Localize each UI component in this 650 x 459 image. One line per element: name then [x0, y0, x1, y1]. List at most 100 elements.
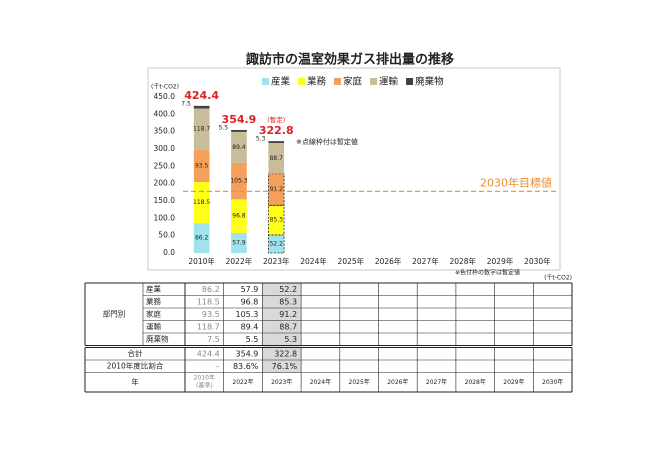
bar-segment — [268, 141, 285, 143]
y-tick-label: 50.0 — [158, 231, 175, 240]
data-label: 57.9 — [232, 239, 246, 246]
bar-segment — [231, 199, 247, 233]
bar-segment — [268, 142, 285, 174]
row-label: 業務 — [146, 296, 161, 306]
bar-segment — [231, 131, 247, 163]
bar-segment — [231, 162, 247, 200]
y-tick-label: 400.0 — [154, 109, 176, 118]
cell-value: 118.5 — [197, 297, 220, 306]
cell-value: 57.9 — [241, 285, 259, 294]
provisional-label: (暫定) — [267, 115, 285, 124]
legend-label: 廃棄物 — [415, 76, 444, 88]
total-label: 354.9 — [222, 113, 257, 126]
cell-value: 5.3 — [284, 335, 297, 344]
provisional-cell — [262, 283, 302, 373]
cell-value: – — [216, 362, 220, 371]
x-tick-label: 2026年 — [375, 256, 402, 266]
cell-value: 424.4 — [197, 349, 220, 358]
base-note: (基準) — [196, 382, 213, 390]
total-label: 424.4 — [184, 89, 219, 102]
row-label: 2010年度比割合 — [107, 360, 164, 370]
year-cell: 2023年 — [271, 378, 292, 386]
data-label: 5.5 — [219, 124, 229, 131]
table-note: ※色付枠の数字は暫定値 — [455, 269, 520, 277]
row-label: 産業 — [146, 283, 161, 293]
unit-label: (千t-CO2) — [151, 83, 179, 91]
x-tick-label: 2027年 — [412, 256, 439, 266]
row-label: 廃棄物 — [146, 333, 169, 343]
y-tick-label: 200.0 — [154, 179, 176, 188]
cell-value: 96.8 — [241, 297, 259, 306]
data-label: 7.5 — [181, 100, 191, 107]
data-label: 105.3 — [230, 178, 247, 185]
cell-value: 322.8 — [274, 349, 297, 358]
year-cell: 2027年 — [426, 378, 447, 386]
cell-value: 91.2 — [279, 310, 297, 319]
bar-segment — [193, 105, 210, 109]
cell-value: 85.3 — [279, 297, 297, 306]
chart-title: 諏訪市の温室効果ガス排出量の推移 — [246, 52, 454, 68]
x-tick-label: 2022年 — [226, 256, 253, 266]
data-label: 93.5 — [195, 162, 209, 169]
legend-swatch — [262, 78, 269, 85]
year-cell: 2024年 — [310, 378, 331, 386]
year-cell: 2029年 — [503, 378, 524, 386]
year-cell: 2010年 — [194, 374, 215, 382]
legend-label: 産業 — [271, 76, 291, 88]
chart-note: ※点線枠付は暫定値 — [296, 137, 358, 146]
x-tick-label: 2023年 — [263, 256, 290, 266]
cell-value: 52.2 — [279, 285, 297, 294]
row-label: 運輸 — [146, 321, 161, 331]
bar-segment — [193, 149, 210, 183]
data-label: 86.2 — [195, 235, 209, 242]
year-cell: 2028年 — [465, 378, 486, 386]
x-tick-label: 2025年 — [338, 256, 365, 266]
legend-label: 業務 — [307, 76, 327, 88]
cell-value: 5.5 — [246, 335, 259, 344]
x-tick-label: 2010年 — [188, 256, 215, 266]
bar-segment — [193, 223, 210, 253]
cell-value: 7.5 — [207, 335, 220, 344]
year-label: 年 — [131, 376, 139, 386]
legend-label: 運輸 — [379, 76, 399, 88]
x-tick-label: 2029年 — [487, 256, 514, 266]
data-label: 118.5 — [193, 199, 210, 206]
chart-frame — [147, 67, 561, 271]
cell-value: 354.9 — [235, 349, 258, 358]
cell-value: 76.1% — [272, 362, 298, 371]
year-cell: 2026年 — [387, 378, 408, 386]
cell-value: 118.7 — [197, 322, 220, 331]
year-cell: 2025年 — [349, 378, 370, 386]
legend-label: 家庭 — [343, 76, 363, 88]
bar-segment — [193, 182, 210, 224]
row-label: 合計 — [128, 348, 143, 358]
data-label: 118.7 — [193, 126, 210, 133]
y-tick-label: 0.0 — [163, 248, 175, 257]
total-label: 322.8 — [259, 124, 294, 137]
bar-segment — [193, 108, 210, 150]
legend-swatch — [406, 78, 414, 85]
legend-swatch — [334, 78, 342, 85]
data-label: 89.4 — [232, 144, 246, 151]
cell-value: 89.4 — [241, 322, 259, 331]
x-tick-label: 2024年 — [300, 256, 327, 266]
x-tick-label: 2030年 — [524, 256, 551, 266]
legend-swatch — [370, 78, 378, 85]
y-tick-label: 100.0 — [154, 213, 176, 222]
bar-segment — [231, 129, 247, 132]
group-label: 部門別 — [103, 308, 126, 318]
data-label: 52.2 — [270, 240, 284, 247]
cell-value: 83.6% — [233, 362, 259, 371]
y-tick-label: 250.0 — [154, 161, 176, 170]
target-label: 2030年目標値 — [480, 175, 552, 189]
y-tick-label: 350.0 — [154, 127, 176, 136]
bar-segment — [231, 232, 247, 253]
cell-value: 93.5 — [202, 310, 220, 319]
data-label: 91.2 — [270, 186, 284, 193]
cell-value: 86.2 — [202, 285, 220, 294]
data-label: 5.3 — [256, 136, 266, 143]
data-label: 96.8 — [232, 213, 246, 220]
y-tick-label: 450.0 — [154, 92, 176, 101]
year-cell: 2030年 — [542, 378, 563, 386]
